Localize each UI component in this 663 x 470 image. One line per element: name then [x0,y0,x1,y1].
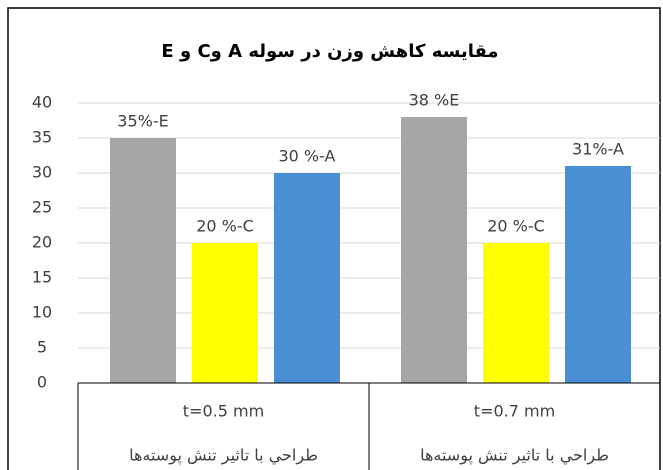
y-tick-label: 0 [37,373,47,392]
x-group-label: طراحي با تاثير تنش پوسته‌ها [420,446,609,466]
bar [274,173,340,383]
x-tick-label: t=0.7 mm [474,402,555,421]
chart-title: مقایسه کاهش وزن در سوله A وC و E [161,41,498,62]
bar [192,243,258,383]
y-tick-label: 25 [32,198,52,217]
data-label: 38 %E [409,91,460,110]
y-tick-label: 10 [32,303,52,322]
bar [110,138,176,383]
data-label: 20 %-C [196,217,254,236]
bar [483,243,549,383]
y-tick-label: 30 [32,163,52,182]
bar [401,117,467,383]
x-group-label: طراحي با تاثير تنش پوسته‌ها [129,446,318,466]
y-tick-label: 40 [32,93,52,112]
y-tick-label: 20 [32,233,52,252]
data-label: 20 %-C [487,217,545,236]
y-tick-label: 5 [37,338,47,357]
data-label: 31%-A [572,140,624,159]
x-tick-label: t=0.5 mm [183,402,264,421]
bar [565,166,631,383]
y-tick-label: 15 [32,268,52,287]
data-label: 30 %-A [278,147,335,166]
data-label: 35%-E [117,112,168,131]
y-tick-label: 35 [32,128,52,147]
